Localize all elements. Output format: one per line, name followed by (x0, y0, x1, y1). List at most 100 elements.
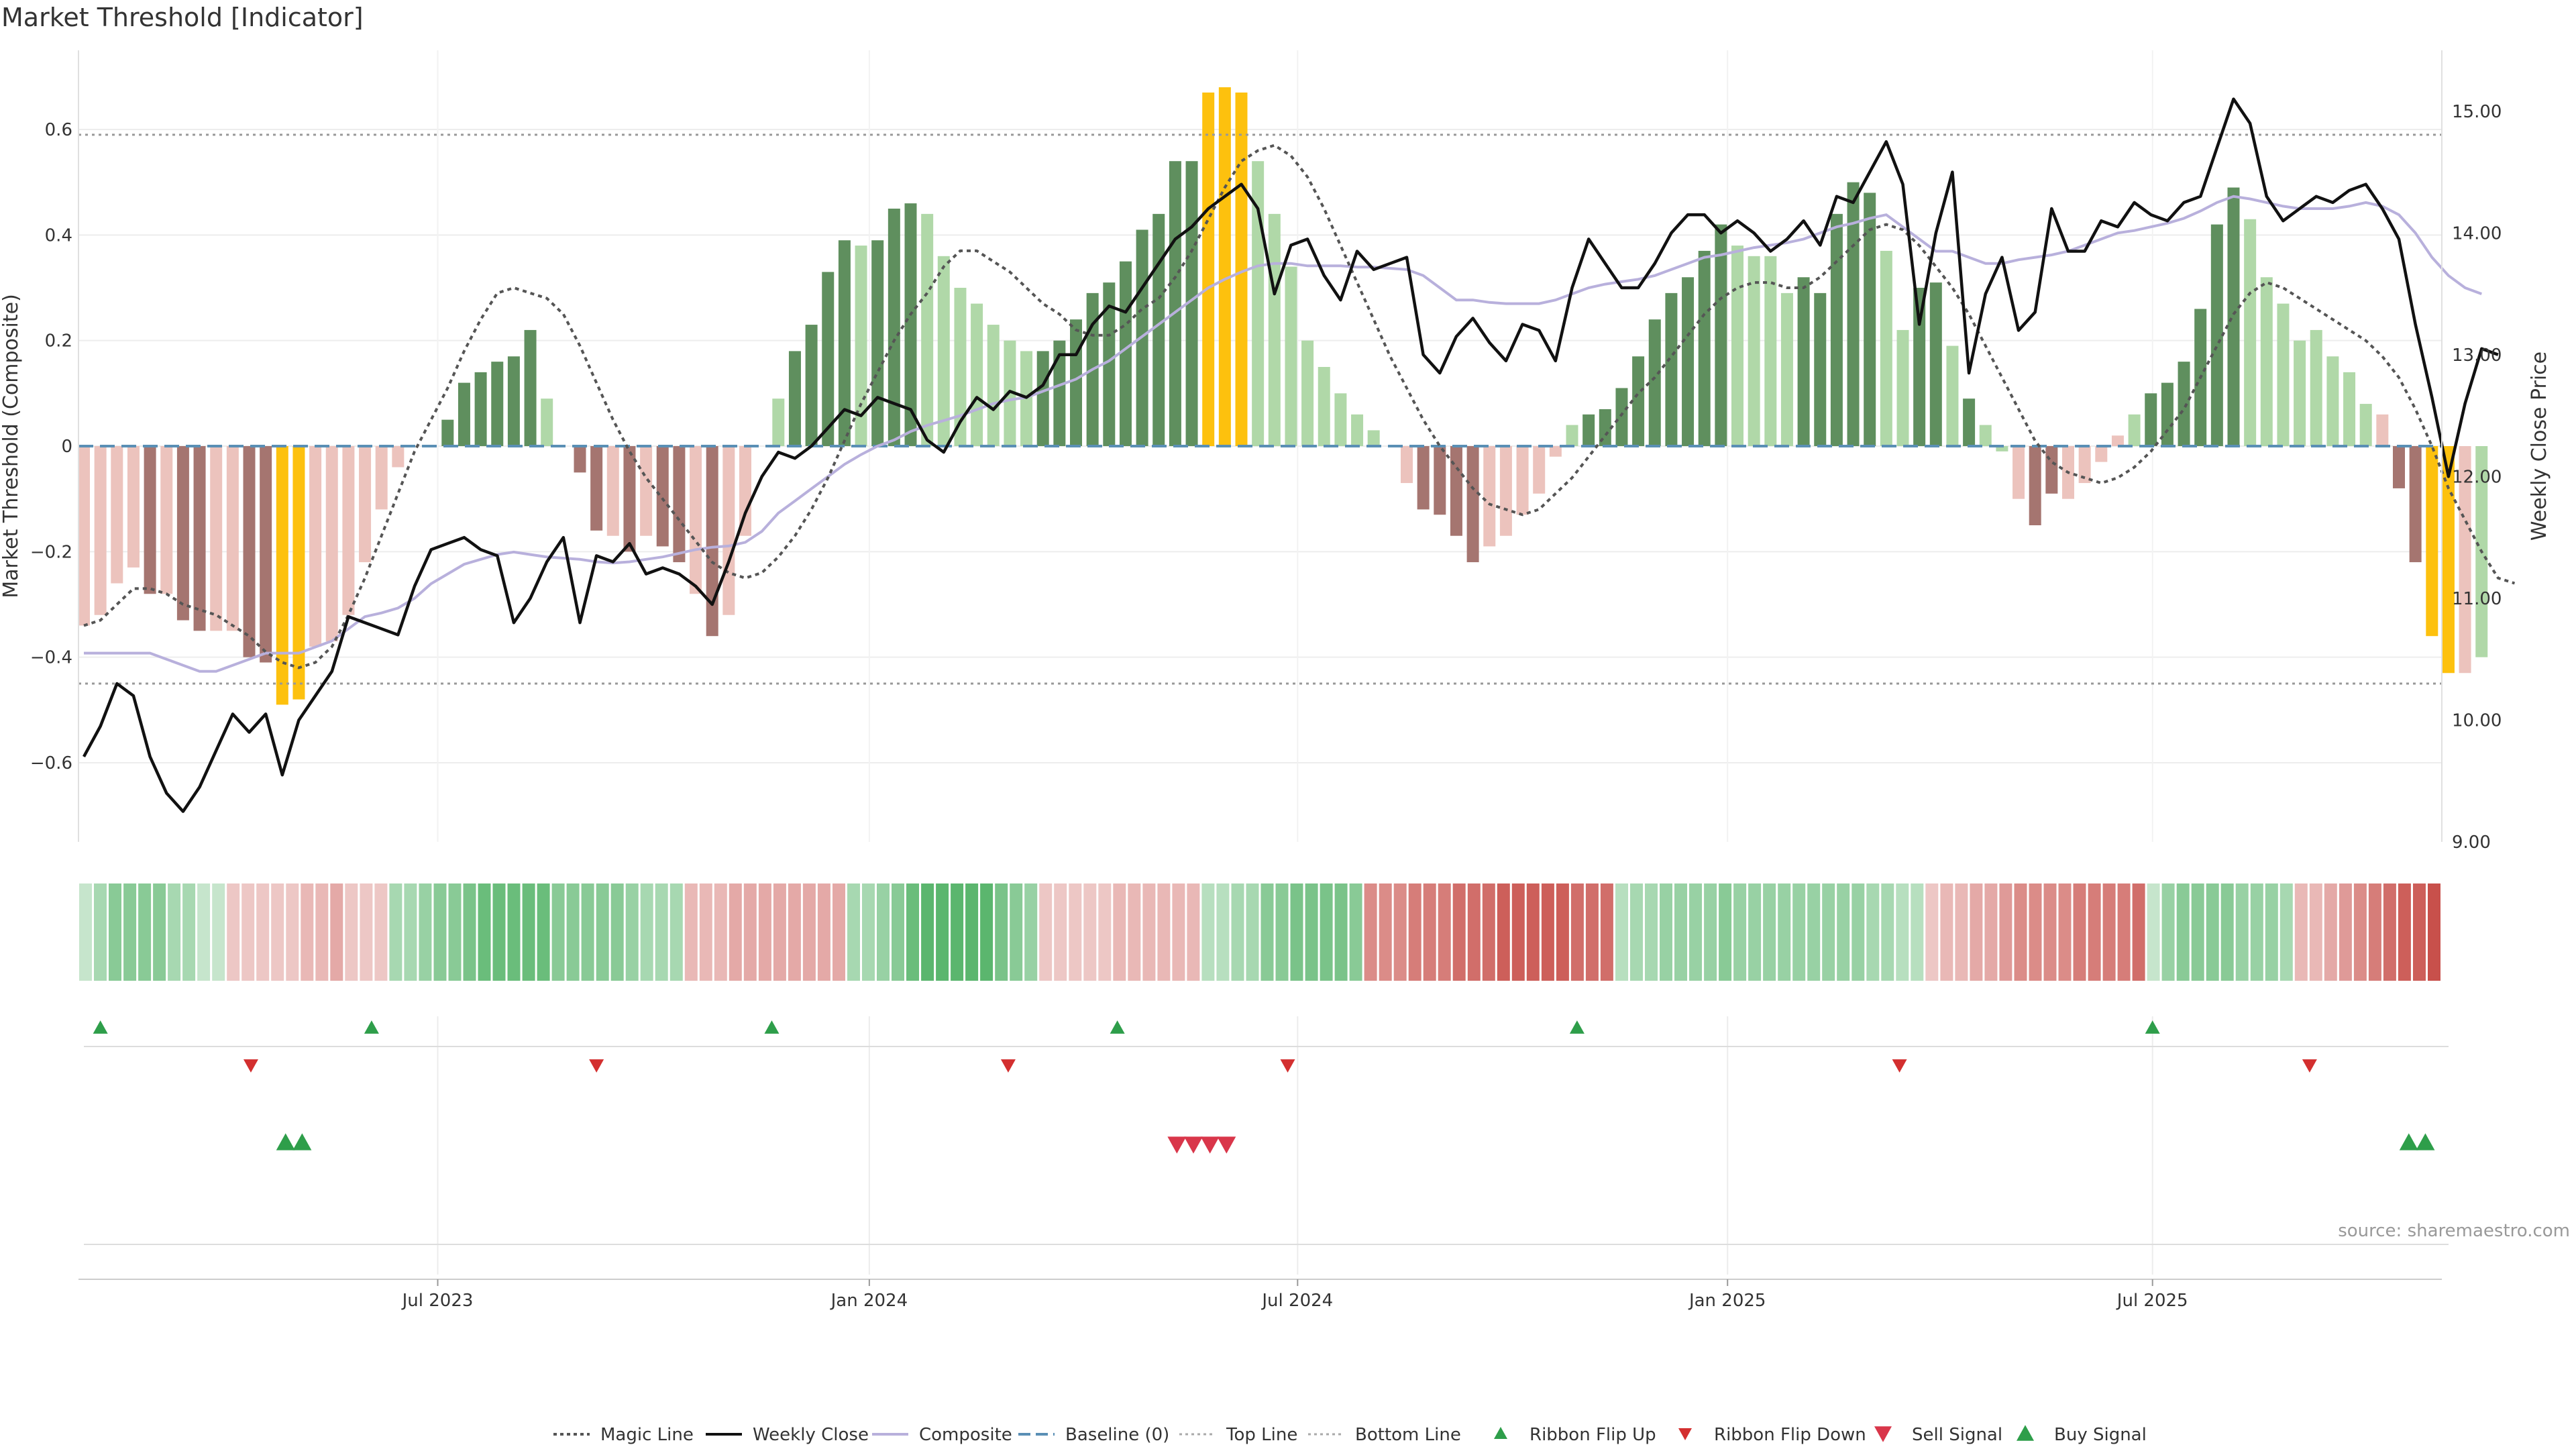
ribbon-cell (1881, 883, 1894, 981)
lines-group (78, 97, 2516, 813)
axes-group: 0.6 0.4 0.2 0 −0.2 −0.4 −0.6 15.00 14.00 13.00 12.… (0, 50, 2551, 1311)
composite-bars-group (78, 87, 2488, 705)
composite-bar (640, 446, 653, 536)
legend-label: Baseline (0) (1065, 1425, 1169, 1445)
ribbon-cell (980, 883, 994, 981)
composite-bar (260, 446, 272, 663)
composite-bar (276, 446, 288, 705)
ribbon-cell (1719, 883, 1732, 981)
sell-signal-marker (1217, 1136, 1236, 1154)
composite-bar (954, 288, 967, 446)
ribbon-flip-down-marker (589, 1059, 604, 1073)
composite-bar (2294, 340, 2306, 446)
composite-bar (1814, 292, 1827, 446)
composite-bar (1582, 414, 1595, 446)
ribbon-cell (227, 883, 240, 981)
ribbon-cell (2073, 883, 2086, 981)
composite-bar (1963, 398, 1976, 446)
ribbon-cell (729, 883, 742, 981)
composite-bar (1070, 319, 1082, 446)
ribbon-cell (301, 883, 314, 981)
ribbon-cell (2147, 883, 2160, 981)
ribbon-cell (802, 883, 816, 981)
composite-bar (1466, 446, 1479, 563)
ribbon-cell (1452, 883, 1466, 981)
composite-bar (2326, 356, 2339, 446)
signals-group (84, 1020, 2449, 1442)
composite-bar (772, 398, 785, 446)
buy-signal-marker (2416, 1133, 2435, 1150)
composite-bar (1648, 319, 1661, 446)
ribbon-cell (1482, 883, 1495, 981)
ribbon-cell (1925, 883, 1939, 981)
composite-bar (1152, 213, 1165, 446)
ribbon-cell (2309, 883, 2322, 981)
ribbon-cell (256, 883, 270, 981)
composite-bar (1599, 409, 1611, 446)
ribbon-cell (1689, 883, 1702, 981)
composite-bar (673, 446, 686, 563)
composite-bar (2376, 414, 2389, 446)
y-tick-label: 0.4 (45, 225, 72, 246)
buy-signal-marker (292, 1133, 312, 1150)
composite-bar (2409, 446, 2422, 563)
composite-bar (2029, 446, 2041, 525)
composite-bar (342, 446, 355, 615)
ribbon-cell (1216, 883, 1230, 981)
ribbon-cell (404, 883, 417, 981)
composite-bar (1301, 340, 1314, 446)
legend-swatch (2017, 1425, 2034, 1441)
ribbon-cell (1231, 883, 1244, 981)
ribbon-cell (1083, 883, 1097, 981)
ribbon-cell (153, 883, 166, 981)
y-tick-label: 0.2 (45, 331, 72, 352)
ribbon-cell (1098, 883, 1112, 981)
ribbon-cell (1645, 883, 1658, 981)
composite-bar (888, 209, 900, 446)
ribbon-cell (699, 883, 712, 981)
composite-bar (1797, 277, 1810, 446)
ribbon-cell (2413, 883, 2426, 981)
composite-bar (2095, 446, 2108, 462)
ribbon-cell (1113, 883, 1126, 981)
ribbon-cell (433, 883, 447, 981)
ribbon-cell (921, 883, 934, 981)
ribbon-cell (1275, 883, 1289, 981)
ribbon-flip-up-marker (2145, 1020, 2160, 1034)
ribbon-cell (1069, 883, 1082, 981)
ribbon-cell (1704, 883, 1717, 981)
composite-bar (623, 446, 636, 552)
ribbon-cell (374, 883, 388, 981)
composite-bar (2078, 446, 2091, 484)
composite-bar (1103, 282, 1116, 446)
composite-bar (1996, 446, 2008, 451)
ribbon-cell (1541, 883, 1554, 981)
legend-swatch (1494, 1427, 1507, 1439)
ribbon-cell (833, 883, 845, 981)
ribbon-cell (1379, 883, 1392, 981)
composite-bar (2260, 277, 2273, 446)
ribbon-cell (1497, 883, 1510, 981)
legend-label: Ribbon Flip Up (1529, 1425, 1656, 1445)
composite-bar (574, 446, 586, 473)
ribbon-cell (330, 883, 343, 981)
ribbon-cell (1674, 883, 1687, 981)
ribbon-cell (168, 883, 181, 981)
composite-bar (1036, 351, 1049, 446)
ribbon-cell (94, 883, 107, 981)
composite-bar (2426, 446, 2438, 637)
composite-bar (1946, 345, 1959, 446)
ribbon-cell (2383, 883, 2396, 981)
ribbon-cell (345, 883, 358, 981)
composite-bar (871, 240, 884, 446)
composite-bar (1367, 430, 1380, 446)
ribbon-cell (2368, 883, 2381, 981)
ribbon-cell (109, 883, 121, 981)
ribbon-cell (2117, 883, 2131, 981)
ribbon-cell (596, 883, 609, 981)
composite-bar (127, 446, 140, 568)
ribbon-cell (1024, 883, 1038, 981)
ribbon-cell (862, 883, 875, 981)
ribbon-cell (1807, 883, 1821, 981)
composite-bar (690, 446, 702, 594)
